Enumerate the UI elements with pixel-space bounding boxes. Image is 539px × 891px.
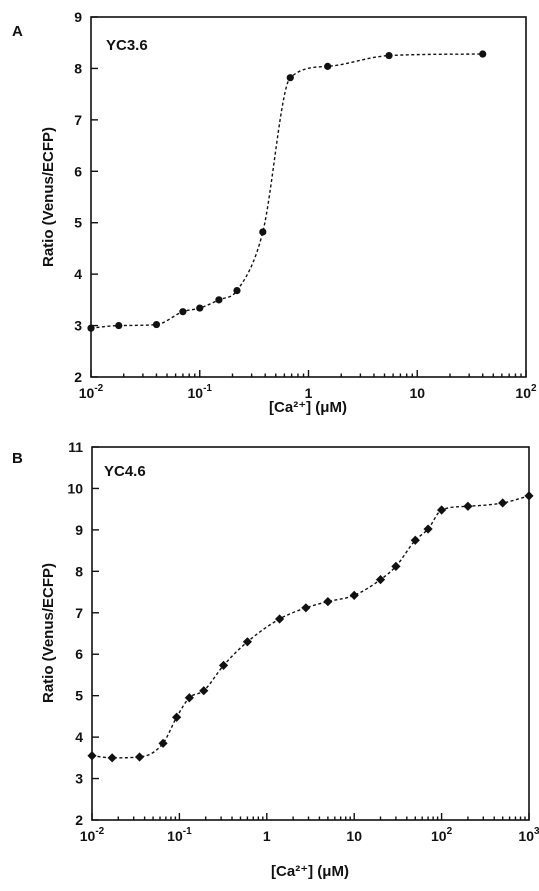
panel-b-data-point bbox=[524, 491, 534, 501]
panel-a-y-tick-label: 7 bbox=[74, 112, 82, 128]
panel-b-x-tick-label: 10-2 bbox=[80, 826, 105, 844]
panel-b-series-line bbox=[91, 495, 530, 759]
panel-b-data-point bbox=[134, 752, 145, 762]
panel-b-x-axis-title: [Ca²⁺] (μM) bbox=[271, 863, 349, 880]
panel-a-x-tick-label: 102 bbox=[515, 383, 537, 401]
panel-b-data-point bbox=[218, 660, 229, 671]
panel-a-x-tick-label: 10-2 bbox=[79, 383, 104, 401]
panel-a-data-point bbox=[215, 296, 223, 304]
panel-b-x-tick-label: 102 bbox=[431, 826, 453, 844]
panel-b-y-tick-label: 2 bbox=[75, 812, 83, 828]
panel-a-y-tick-label: 4 bbox=[74, 266, 82, 282]
panel-a-data-point bbox=[479, 50, 487, 58]
panel-b-letter: B bbox=[12, 450, 23, 467]
panel-a-series bbox=[87, 50, 487, 332]
panel-a-x-ticks: 10-2 10-1 1 10 102 bbox=[79, 370, 537, 401]
panel-b-data-point bbox=[423, 524, 433, 534]
panel-b-y-tick-label: 8 bbox=[75, 563, 83, 579]
panel-a-y-axis-title: Ratio (Venus/ECFP) bbox=[40, 127, 57, 267]
panel-a-data-point bbox=[179, 308, 187, 316]
panel-a-x-tick-label: 10 bbox=[409, 385, 425, 401]
panel-b-chart: B YC4.6 Ratio (Venus/ECFP) [Ca²⁺] (μM) 1… bbox=[12, 439, 539, 880]
panel-b-data-point bbox=[349, 590, 359, 600]
panel-a-x-tick-label: 1 bbox=[305, 385, 313, 401]
panel-a-y-tick-label: 8 bbox=[74, 60, 82, 76]
panel-b-data-point bbox=[391, 561, 401, 571]
panel-a-x-tick-label: 10-1 bbox=[188, 383, 213, 401]
panel-a-y-ticks: 2 3 4 5 6 7 8 9 bbox=[74, 9, 98, 385]
panel-b-title: YC4.6 bbox=[104, 463, 146, 480]
panel-a-x-axis-title: [Ca²⁺] (μM) bbox=[269, 399, 347, 416]
panel-b-data-point bbox=[323, 596, 333, 607]
panel-b-data-point bbox=[184, 693, 194, 703]
panel-b-y-tick-label: 7 bbox=[75, 605, 83, 621]
panel-b-data-point bbox=[274, 614, 285, 624]
panel-a-data-point bbox=[115, 321, 123, 330]
panel-b-data-point bbox=[242, 637, 253, 647]
panel-a-letter: A bbox=[12, 23, 23, 40]
panel-b-data-point bbox=[172, 712, 182, 722]
panel-b-y-tick-label: 6 bbox=[75, 646, 83, 662]
panel-a-data-point bbox=[196, 304, 204, 312]
panel-b-data-point bbox=[463, 501, 473, 511]
panel-b-data-point bbox=[437, 505, 447, 515]
panel-b-x-tick-label: 10-1 bbox=[167, 826, 192, 844]
panel-a-data-point bbox=[286, 74, 294, 82]
panel-a-y-tick-label: 9 bbox=[74, 9, 82, 25]
panel-b-data-point bbox=[375, 575, 386, 585]
panel-a-y-tick-label: 2 bbox=[74, 369, 82, 385]
panel-b-y-tick-label: 10 bbox=[67, 480, 83, 496]
panel-b-y-tick-label: 5 bbox=[75, 688, 83, 704]
panel-b-data-point bbox=[498, 498, 508, 508]
panel-b-x-ticks: 10-2 10-1 1 10 102 103 bbox=[80, 813, 539, 844]
panel-a-title: YC3.6 bbox=[106, 37, 148, 54]
panel-a-data-point bbox=[87, 324, 95, 332]
panel-a-data-point bbox=[324, 62, 332, 70]
panel-b-y-tick-label: 11 bbox=[68, 439, 83, 455]
panel-b-x-tick-label: 103 bbox=[518, 826, 539, 844]
panel-b-data-point bbox=[87, 751, 97, 761]
panel-a-chart: A YC3.6 Ratio (Venus/ECFP) [Ca²⁺] (μM) 1… bbox=[12, 9, 537, 416]
panel-a-data-point bbox=[233, 287, 241, 295]
panel-b-x-tick-label: 1 bbox=[263, 828, 271, 844]
panel-b-data-point bbox=[410, 535, 420, 545]
panel-b-y-axis-title: Ratio (Venus/ECFP) bbox=[40, 563, 57, 703]
panel-a-series-line bbox=[90, 53, 483, 329]
panel-a-y-tick-label: 5 bbox=[74, 215, 82, 231]
panel-b-y-tick-label: 4 bbox=[75, 729, 83, 745]
panel-b-data-point bbox=[301, 603, 311, 613]
panel-b-y-tick-label: 9 bbox=[75, 522, 83, 538]
panel-a-y-tick-label: 6 bbox=[74, 163, 82, 179]
panel-b-plot-frame bbox=[91, 446, 530, 821]
panel-b-data-point bbox=[199, 686, 209, 696]
panel-b-x-tick-label: 10 bbox=[346, 828, 362, 844]
panel-b-data-point bbox=[158, 738, 168, 748]
panel-a-data-point bbox=[152, 320, 161, 329]
panel-b-y-ticks: 2 3 4 5 6 7 8 9 10 11 bbox=[67, 439, 99, 828]
panel-b-series bbox=[87, 491, 534, 763]
panel-a-data-point bbox=[385, 51, 393, 60]
panel-a-data-point bbox=[259, 228, 267, 236]
panel-b-data-point bbox=[107, 753, 117, 763]
panel-a-y-tick-label: 3 bbox=[74, 318, 82, 334]
panel-b-y-tick-label: 3 bbox=[75, 771, 83, 787]
